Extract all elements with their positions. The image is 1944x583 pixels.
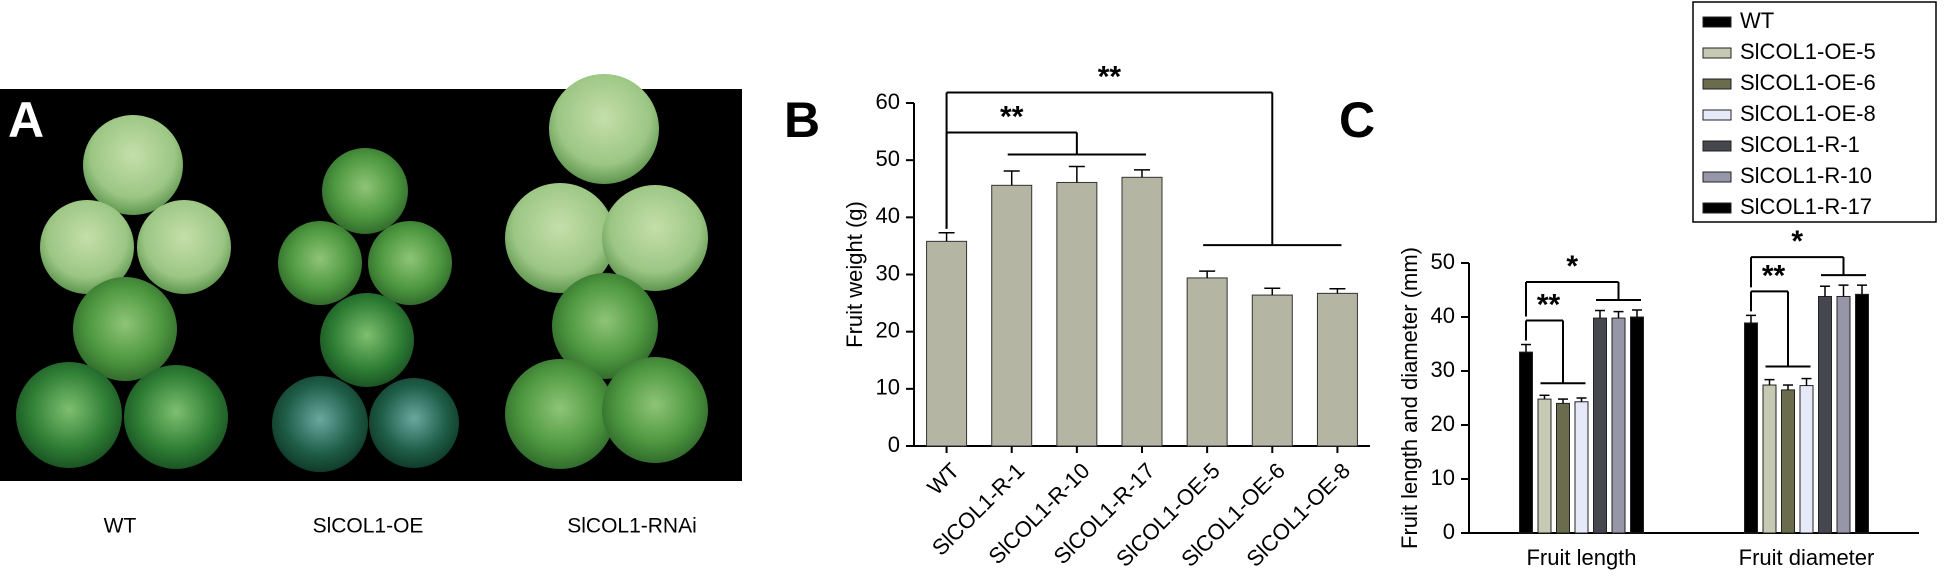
bar xyxy=(1799,385,1814,534)
panel-label: C xyxy=(1339,92,1375,148)
caption: SlCOL1-OE xyxy=(313,515,424,538)
y-tick-label: 30 xyxy=(876,260,900,285)
significance: ** xyxy=(1000,100,1024,133)
legend-label: SlCOL1-R-1 xyxy=(1740,132,1860,157)
significance: ** xyxy=(1762,259,1786,292)
bar xyxy=(1836,295,1851,534)
y-tick-label: 60 xyxy=(876,89,900,114)
legend-label: SlCOL1-OE-5 xyxy=(1740,39,1876,64)
significance: * xyxy=(1791,225,1803,258)
bar xyxy=(1781,389,1795,534)
legend-box xyxy=(1692,1,1937,223)
photo xyxy=(0,74,742,481)
y-tick-label: 0 xyxy=(1443,519,1455,544)
bar xyxy=(1630,316,1644,534)
y-tick-label: 50 xyxy=(1431,249,1455,274)
x-tick-label: WT xyxy=(922,458,964,500)
legend-swatch xyxy=(1702,109,1732,121)
y-tick-label: 10 xyxy=(876,375,900,400)
significance: ** xyxy=(1537,288,1561,321)
bar xyxy=(1056,181,1098,447)
bar xyxy=(1537,398,1552,534)
bar xyxy=(1556,402,1570,534)
bar xyxy=(1574,401,1589,534)
legend-swatch xyxy=(1702,78,1732,90)
legend-label: SlCOL1-OE-8 xyxy=(1740,101,1876,126)
y-axis-label: Fruit weight (g) xyxy=(842,201,867,348)
bar xyxy=(1611,317,1626,534)
bar xyxy=(1251,294,1293,447)
legend-swatch xyxy=(1702,47,1732,59)
caption: WT xyxy=(104,515,137,538)
legend-swatch xyxy=(1702,171,1732,183)
bar xyxy=(1519,351,1533,534)
significance: * xyxy=(1566,250,1578,283)
y-axis-label: Fruit length and diameter (mm) xyxy=(1397,247,1422,549)
legend-label: SlCOL1-OE-6 xyxy=(1740,70,1876,95)
x-tick-label: Fruit diameter xyxy=(1739,545,1875,570)
legend-swatch xyxy=(1702,140,1732,152)
legend-label: SlCOL1-R-17 xyxy=(1740,194,1872,219)
bar xyxy=(1744,322,1758,534)
bar xyxy=(1762,384,1777,534)
x-tick-label: Fruit length xyxy=(1526,545,1636,570)
y-tick-label: 20 xyxy=(876,317,900,342)
bar xyxy=(1316,292,1358,447)
y-tick-label: 40 xyxy=(1431,303,1455,328)
bar xyxy=(991,184,1033,447)
significance: ** xyxy=(1098,60,1122,93)
panel-label: B xyxy=(784,92,820,148)
y-tick-label: 50 xyxy=(876,146,900,171)
caption: SlCOL1-RNAi xyxy=(567,515,697,538)
legend-swatch xyxy=(1702,202,1732,214)
legend-label: WT xyxy=(1740,8,1774,33)
bar xyxy=(1593,317,1607,534)
bar xyxy=(926,240,968,447)
y-tick-label: 30 xyxy=(1431,357,1455,382)
bar xyxy=(1818,295,1832,534)
bar xyxy=(1855,293,1869,534)
bar xyxy=(1186,277,1228,447)
panel-label: A xyxy=(8,92,44,148)
legend-swatch xyxy=(1702,16,1732,28)
y-tick-label: 40 xyxy=(876,203,900,228)
bar xyxy=(1121,176,1163,447)
y-tick-label: 20 xyxy=(1431,411,1455,436)
y-tick-label: 0 xyxy=(888,432,900,457)
y-tick-label: 10 xyxy=(1431,465,1455,490)
legend-label: SlCOL1-R-10 xyxy=(1740,163,1872,188)
